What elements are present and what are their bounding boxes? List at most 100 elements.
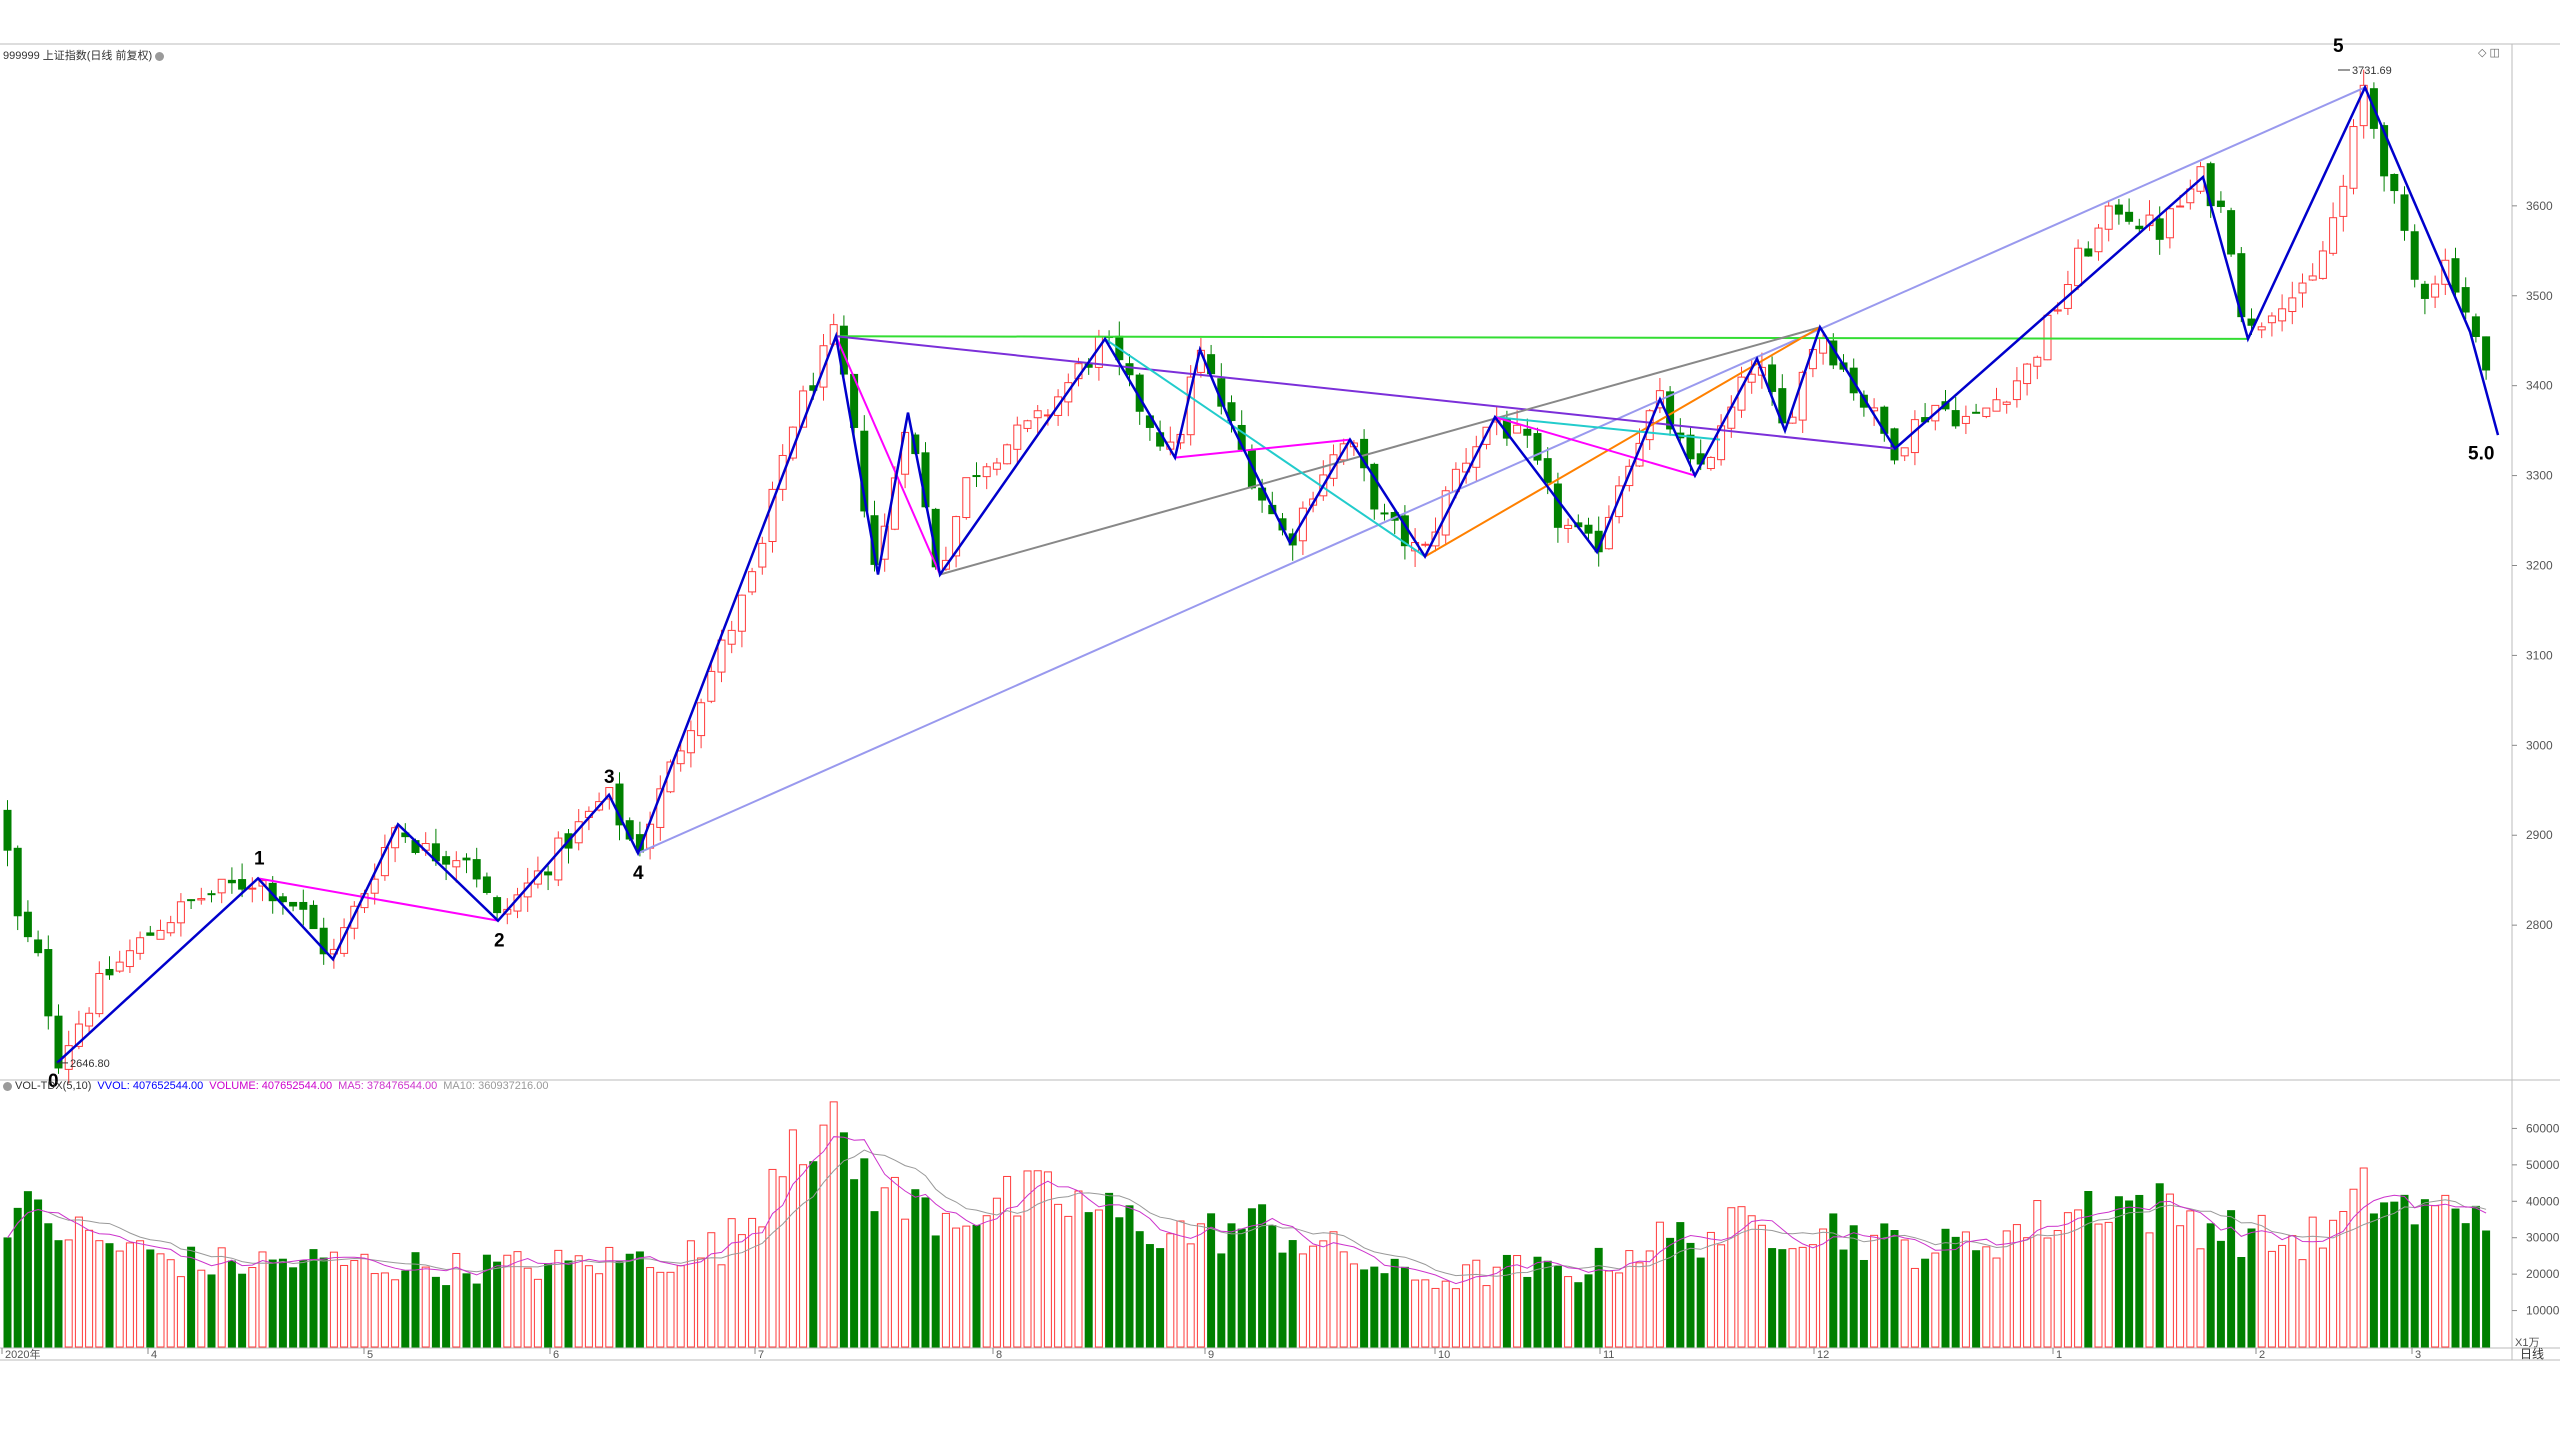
volume-bar-down	[187, 1246, 196, 1348]
candle-body-up	[2318, 250, 2327, 279]
volume-bar-down	[268, 1259, 277, 1348]
candle-body-up	[2257, 326, 2266, 331]
x-tick-label: 9	[1208, 1349, 1214, 1361]
candle-body-up	[2074, 247, 2083, 287]
candle-body-up	[197, 898, 206, 901]
volume-bar-down	[1207, 1213, 1216, 1348]
volume-bar-up	[1186, 1243, 1195, 1348]
diamond-icon[interactable]: ◇	[2478, 47, 2487, 59]
vol-settings-icon[interactable]	[3, 1081, 12, 1091]
candle-body-up	[2094, 227, 2103, 253]
volume-bar-up	[1564, 1276, 1573, 1348]
volume-bar-down	[146, 1249, 155, 1348]
volume-bar-up	[1319, 1240, 1328, 1348]
volume-bar-down	[1360, 1269, 1369, 1348]
volume-bar-down	[482, 1254, 491, 1348]
vol-tick-label: 60000	[2526, 1121, 2560, 1135]
volume-bar-up	[176, 1276, 185, 1348]
candle-body-down	[309, 904, 318, 930]
candle-body-up	[176, 901, 185, 924]
candle-body-up	[1431, 531, 1440, 547]
volume-bar-up	[595, 1273, 604, 1348]
candle-body-down	[105, 968, 114, 976]
volume-bar-up	[380, 1272, 389, 1348]
volume-bar-up	[666, 1271, 675, 1348]
candle-body-up	[1819, 337, 1828, 354]
volume-bar-down	[2084, 1191, 2093, 1348]
volume-bar-down	[564, 1260, 573, 1348]
candle-body-down	[2125, 211, 2134, 222]
settings-icon[interactable]	[155, 51, 165, 61]
volume-bar-up	[360, 1253, 369, 1348]
candle-body-down	[2410, 231, 2419, 280]
x-tick-label: 8	[996, 1349, 1002, 1361]
volume-bar-down	[1666, 1237, 1675, 1348]
volume-bar-up	[1451, 1288, 1460, 1348]
candle-body-up	[1992, 399, 2001, 412]
candle-body-down	[227, 879, 236, 884]
volume-bar-up	[533, 1278, 542, 1348]
volume-bar-down	[431, 1276, 440, 1348]
volume-bar-up	[1033, 1170, 1042, 1348]
wave-label: 3	[604, 767, 615, 788]
volume-bar-up	[1757, 1224, 1766, 1348]
y-tick-label: 3500	[2526, 289, 2553, 303]
candle-body-down	[2084, 248, 2093, 257]
volume-bar-down	[1859, 1259, 1868, 1348]
chart-frame	[0, 43, 2560, 1361]
volume-bar-down	[1125, 1205, 1134, 1348]
volume-bar-down	[2482, 1230, 2491, 1348]
candle-body-up	[2002, 401, 2011, 405]
candle-body-down	[44, 949, 53, 1017]
candle-body-down	[472, 859, 481, 880]
vol-tick-label: 40000	[2526, 1194, 2560, 1208]
volume-bar-up	[819, 1124, 828, 1348]
candle-body-up	[1961, 415, 1970, 424]
x-tick-label: 3	[2415, 1349, 2421, 1361]
volume-bar-down	[462, 1273, 471, 1348]
candle-body-down	[1370, 463, 1379, 510]
candle-body-down	[2155, 218, 2164, 240]
candle-body-up	[2023, 363, 2032, 385]
volume-bar-up	[350, 1260, 359, 1348]
volume-ma-lines	[7, 1136, 2487, 1285]
window-icon[interactable]: ◫	[2489, 47, 2500, 59]
volume-bar-down	[472, 1283, 481, 1348]
volume-bar-down	[1890, 1230, 1899, 1348]
chart-window-controls[interactable]: ◇ ◫	[2478, 46, 2500, 59]
volume-bar-up	[2176, 1225, 2185, 1348]
volume-bar-up	[513, 1251, 522, 1348]
volume-bar-up	[1931, 1252, 1940, 1348]
volume-bar-down	[870, 1211, 879, 1348]
volume-bar-down	[278, 1258, 287, 1348]
wave-label: 0	[48, 1071, 59, 1092]
volume-bar-up	[1176, 1220, 1185, 1348]
volume-bar-down	[2451, 1208, 2460, 1348]
candle-body-up	[2104, 205, 2113, 230]
candle-body-up	[952, 516, 961, 557]
volume-bar-down	[2155, 1183, 2164, 1348]
volume-bar-up	[1064, 1215, 1073, 1348]
candle-body-down	[299, 901, 308, 910]
candle-body-up	[136, 937, 145, 954]
x-tick-label: 2020年	[5, 1347, 40, 1361]
volume-bar-up	[115, 1250, 124, 1348]
candle-body-down	[187, 899, 196, 902]
candle-body-down	[2227, 210, 2236, 255]
ma5-value: MA5: 378476544.00	[338, 1080, 438, 1092]
wave-label: 5	[2333, 36, 2344, 57]
volume-bar-up	[74, 1216, 83, 1348]
volume-bar-up	[1074, 1190, 1083, 1348]
candle-body-up	[1023, 420, 1032, 429]
volume-bar-up	[1717, 1244, 1726, 1348]
volume-bar-up	[656, 1271, 665, 1348]
volume-bar-down	[1145, 1244, 1154, 1348]
volume-bar-down	[1247, 1208, 1256, 1348]
candle-body-down	[146, 932, 155, 936]
candle-body-up	[1982, 407, 1991, 417]
volume-bar-down	[319, 1257, 328, 1348]
wave-lines	[56, 84, 2500, 1064]
volume-bar-down	[2135, 1194, 2144, 1348]
volume-bar-down	[615, 1261, 624, 1348]
volume-bar-up	[1094, 1209, 1103, 1348]
